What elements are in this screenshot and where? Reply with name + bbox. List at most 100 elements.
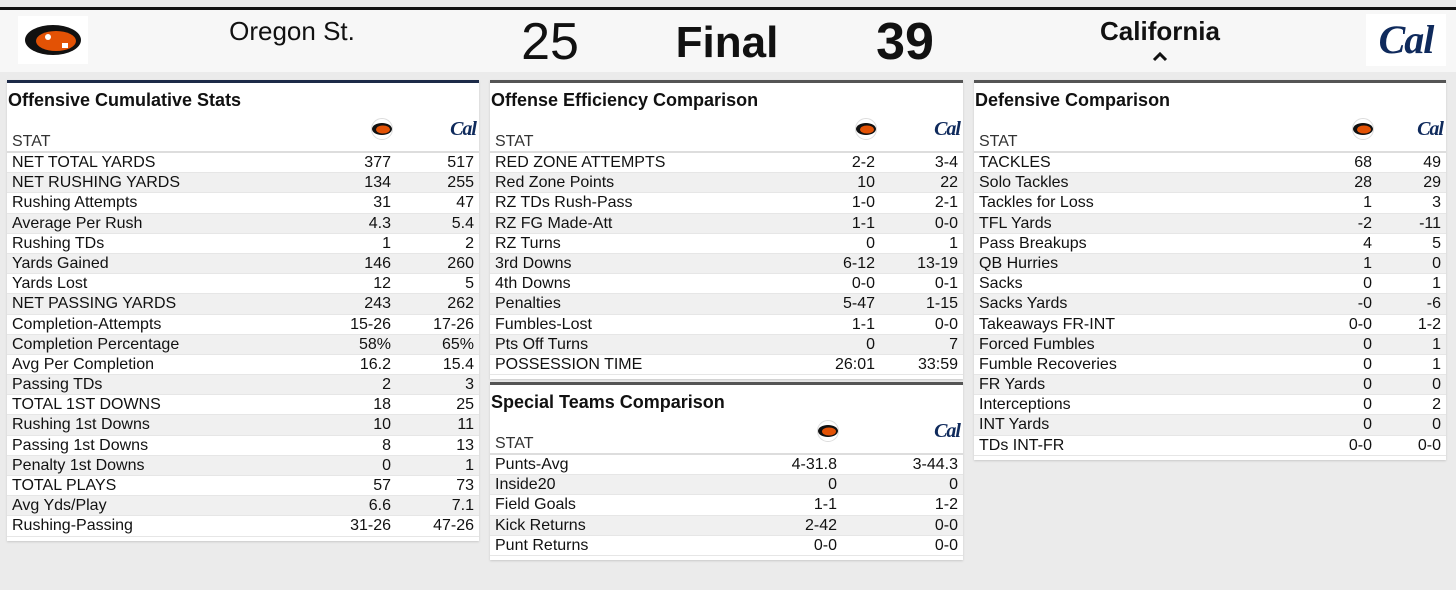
away-value: 47 (456, 194, 474, 212)
home-value: 26:01 (834, 355, 875, 373)
stat-label: QB Hurries (979, 254, 1059, 272)
home-value: 1-1 (851, 214, 875, 232)
home-value: 2 (382, 376, 391, 394)
home-value: 0-0 (1348, 436, 1372, 454)
stat-row: Rushing TDs 1 2 (7, 234, 479, 254)
away-value: 0-0 (934, 214, 958, 232)
stat-row: Red Zone Points 10 22 (490, 173, 963, 194)
away-logo-text: Cal (1417, 117, 1444, 140)
stat-label: FR Yards (979, 376, 1046, 394)
stat-label: NET PASSING YARDS (12, 295, 177, 313)
stat-row: RZ FG Made-Att 1-1 0-0 (490, 213, 963, 234)
home-value: 0-0 (1348, 315, 1372, 333)
away-value: 1-2 (934, 496, 958, 514)
home-value: 2-42 (804, 516, 837, 534)
home-value: 2-2 (851, 154, 875, 171)
home-value: 4.3 (368, 214, 391, 232)
away-value: 13 (456, 436, 474, 454)
stat-label: 4th Downs (495, 275, 571, 293)
stat-row: RZ TDs Rush-Pass 1-0 2-1 (490, 193, 963, 214)
stat-row: Tackles for Loss 1 3 (974, 193, 1446, 214)
stat-row: Punt Returns 0-0 0-0 (490, 536, 963, 556)
home-value: 6-12 (842, 254, 875, 272)
stat-row: NET TOTAL YARDS 377 517 (7, 153, 479, 174)
stat-label: Interceptions (979, 396, 1071, 414)
stat-row: Avg Per Completion 16.2 15.4 (7, 355, 479, 376)
stat-label: Solo Tackles (979, 174, 1069, 192)
stat-row: FR Yards 0 0 (974, 375, 1446, 396)
away-value: 73 (456, 477, 474, 494)
home-value: 10 (857, 174, 875, 192)
away-value: 7 (949, 335, 958, 353)
home-score: 25 (521, 13, 579, 71)
away-logo-text: Cal (934, 419, 961, 442)
home-value: 58% (358, 335, 391, 353)
away-logo-text: Cal (934, 117, 961, 140)
away-value: 11 (457, 416, 474, 434)
stat-row: Interceptions 0 2 (974, 395, 1446, 416)
away-value: 29 (1423, 174, 1441, 192)
game-status: Final (675, 18, 779, 67)
stat-label: Passing TDs (12, 376, 103, 394)
stat-label: Yards Lost (12, 275, 88, 293)
stat-label: 3rd Downs (495, 254, 572, 272)
stat-label: NET RUSHING YARDS (12, 174, 181, 192)
stat-row: Inside20 0 0 (490, 475, 963, 496)
column-header: STAT (979, 133, 1018, 150)
home-value: 31 (373, 194, 391, 212)
stat-row: TACKLES 68 49 (974, 153, 1446, 174)
away-value: 3 (465, 376, 474, 394)
table-header: STAT Cal (974, 113, 1446, 153)
away-value: 0 (1432, 376, 1441, 394)
home-value: 377 (364, 154, 391, 171)
stat-label: TFL Yards (979, 214, 1052, 232)
caret-icon[interactable] (1152, 52, 1168, 62)
away-value: 0-0 (934, 516, 958, 534)
home-value: 57 (373, 477, 391, 494)
away-value: 47-26 (433, 517, 474, 535)
away-value: 1-2 (1417, 315, 1441, 333)
home-value: 1-1 (851, 315, 875, 333)
home-value: 134 (364, 174, 391, 192)
away-value: 1-15 (925, 295, 958, 313)
home-value: 8 (382, 436, 391, 454)
home-value: 243 (364, 295, 391, 313)
home-value: 4-31.8 (791, 456, 837, 473)
away-value: -11 (1419, 214, 1441, 232)
table-header: STAT Cal (490, 415, 963, 455)
stat-row: Solo Tackles 28 29 (974, 173, 1446, 194)
away-value: 1 (949, 234, 958, 252)
home-value: 16.2 (359, 355, 391, 373)
stat-row: Punts-Avg 4-31.8 3-44.3 (490, 455, 963, 476)
stat-row: Forced Fumbles 0 1 (974, 334, 1446, 355)
stat-row: 3rd Downs 6-12 13-19 (490, 253, 963, 275)
away-value: 25 (456, 396, 474, 414)
away-value: 5 (1432, 234, 1441, 252)
stat-row: Completion-Attempts 15-26 17-26 (7, 315, 479, 335)
home-value: 0-0 (813, 536, 837, 554)
stats-panel: Offense Efficiency Comparison STAT Cal RED … (490, 80, 963, 380)
stat-label: Pts Off Turns (495, 335, 589, 353)
stat-row: Rushing Attempts 31 47 (7, 193, 479, 214)
stat-label: Yards Gained (12, 254, 109, 272)
stat-row: Penalties 5-47 1-15 (490, 294, 963, 315)
home-logo (793, 115, 880, 151)
away-value: 22 (940, 174, 958, 192)
home-value: 1 (1363, 194, 1372, 212)
away-value: 7.1 (451, 497, 474, 515)
home-value: 1 (1363, 254, 1372, 272)
home-value: 0 (382, 456, 391, 474)
stat-label: Sacks Yards (979, 295, 1068, 313)
stat-label: Takeaways FR-INT (979, 315, 1116, 333)
stat-label: RED ZONE ATTEMPTS (495, 154, 666, 171)
home-value: 0 (1363, 416, 1372, 434)
stat-row: TOTAL PLAYS 57 73 (7, 476, 479, 497)
stat-row: Field Goals 1-1 1-2 (490, 495, 963, 516)
panel-title: Defensive Comparison (975, 90, 1171, 110)
stat-row: Rushing-Passing 31-26 47-26 (7, 516, 479, 537)
stat-row: Passing 1st Downs 8 13 (7, 436, 479, 456)
away-value: 2-1 (934, 194, 958, 212)
away-value: 0-0 (934, 315, 958, 333)
stat-label: Tackles for Loss (979, 194, 1094, 212)
